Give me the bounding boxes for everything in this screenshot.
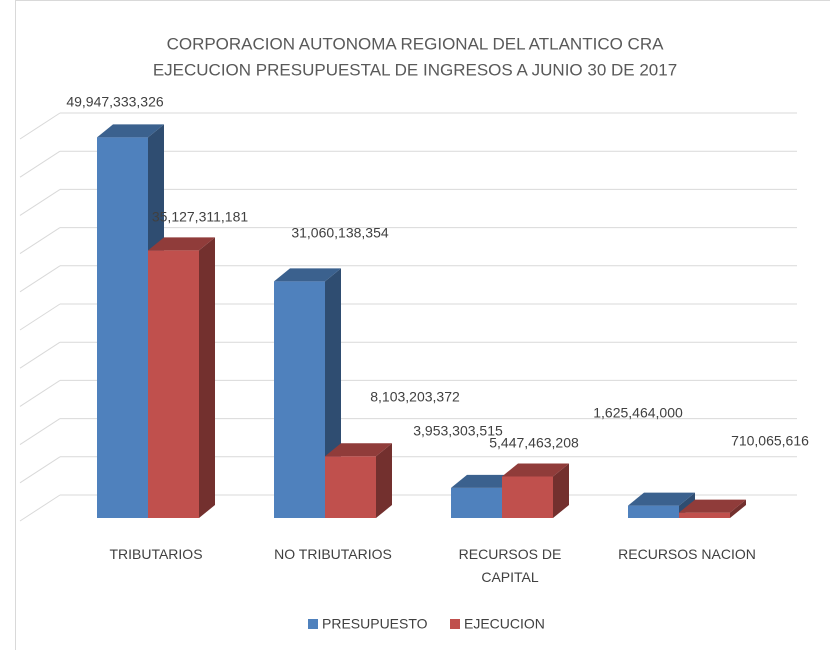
- bar-face: [679, 512, 730, 518]
- grid-line: [19, 341, 61, 369]
- bar: [148, 237, 215, 518]
- legend-swatch: [308, 619, 318, 629]
- x-tick-label: NO TRIBUTARIOS: [274, 546, 392, 562]
- bar-face: [502, 476, 553, 518]
- data-label: 710,065,616: [731, 433, 809, 449]
- bar-face: [679, 499, 746, 513]
- data-label: 3,953,303,515: [413, 423, 503, 439]
- bar-face: [730, 499, 746, 518]
- bar: [502, 463, 569, 518]
- grid-line: [19, 456, 61, 484]
- x-tick-label: RECURSOS DE CAPITAL: [458, 546, 562, 585]
- data-label: 1,625,464,000: [593, 405, 683, 421]
- chart-subtitle: EJECUCION PRESUPUESTAL DE INGRESOS A JUN…: [153, 60, 677, 79]
- bar: [325, 443, 392, 518]
- grid-line: [19, 188, 61, 216]
- bar-face: [148, 250, 199, 518]
- bar: [679, 499, 746, 518]
- grid-line: [19, 303, 61, 331]
- bar-face: [325, 443, 392, 457]
- grid-line: [19, 379, 61, 407]
- grid-line: [19, 418, 61, 446]
- data-label: 31,060,138,354: [291, 225, 389, 241]
- bar-face: [451, 487, 502, 518]
- bar-face: [553, 463, 569, 518]
- bar-face: [97, 137, 148, 519]
- bar-face: [274, 268, 341, 282]
- legend-swatch: [450, 619, 460, 629]
- legend-label: EJECUCION: [464, 616, 545, 632]
- data-label: 5,447,463,208: [489, 435, 579, 451]
- grid-line: [19, 494, 61, 522]
- grid-line: [19, 265, 61, 293]
- bar-face: [199, 237, 215, 518]
- grid-line: [19, 112, 61, 140]
- x-tick-label: RECURSOS NACION: [618, 546, 756, 562]
- bar-face: [274, 281, 325, 518]
- bar-face: [628, 505, 679, 518]
- data-label: 35,127,311,181: [152, 209, 248, 225]
- x-tick-label: TRIBUTARIOS: [109, 546, 203, 562]
- bar: [628, 492, 695, 518]
- bar-face: [628, 492, 695, 506]
- data-label: 49,947,333,326: [66, 94, 164, 110]
- bar-face: [502, 463, 569, 477]
- bar-face: [451, 474, 518, 488]
- grid-line: [19, 150, 61, 178]
- bar-face: [148, 237, 215, 251]
- bar-face: [325, 456, 376, 518]
- chart-title: CORPORACION AUTONOMA REGIONAL DEL ATLANT…: [167, 34, 665, 53]
- legend-label: PRESUPUESTO: [322, 616, 428, 632]
- grid-line: [19, 227, 61, 255]
- data-label: 8,103,203,372: [370, 389, 460, 405]
- chart-border: [15, 0, 830, 650]
- bar-face: [97, 124, 164, 138]
- bar-face: [376, 443, 392, 518]
